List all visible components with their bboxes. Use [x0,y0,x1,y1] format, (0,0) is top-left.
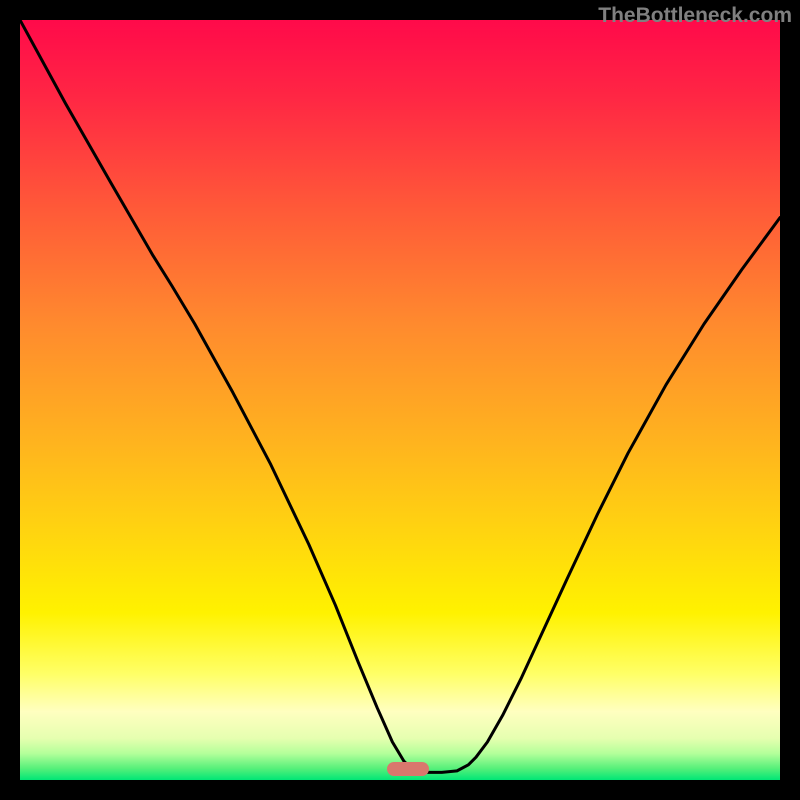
watermark-text: TheBottleneck.com [598,4,792,28]
optimal-marker [387,762,429,776]
bottleneck-curve [20,20,780,780]
chart-container: TheBottleneck.com [0,0,800,800]
curve-polyline [20,20,780,772]
plot-area [20,20,780,780]
